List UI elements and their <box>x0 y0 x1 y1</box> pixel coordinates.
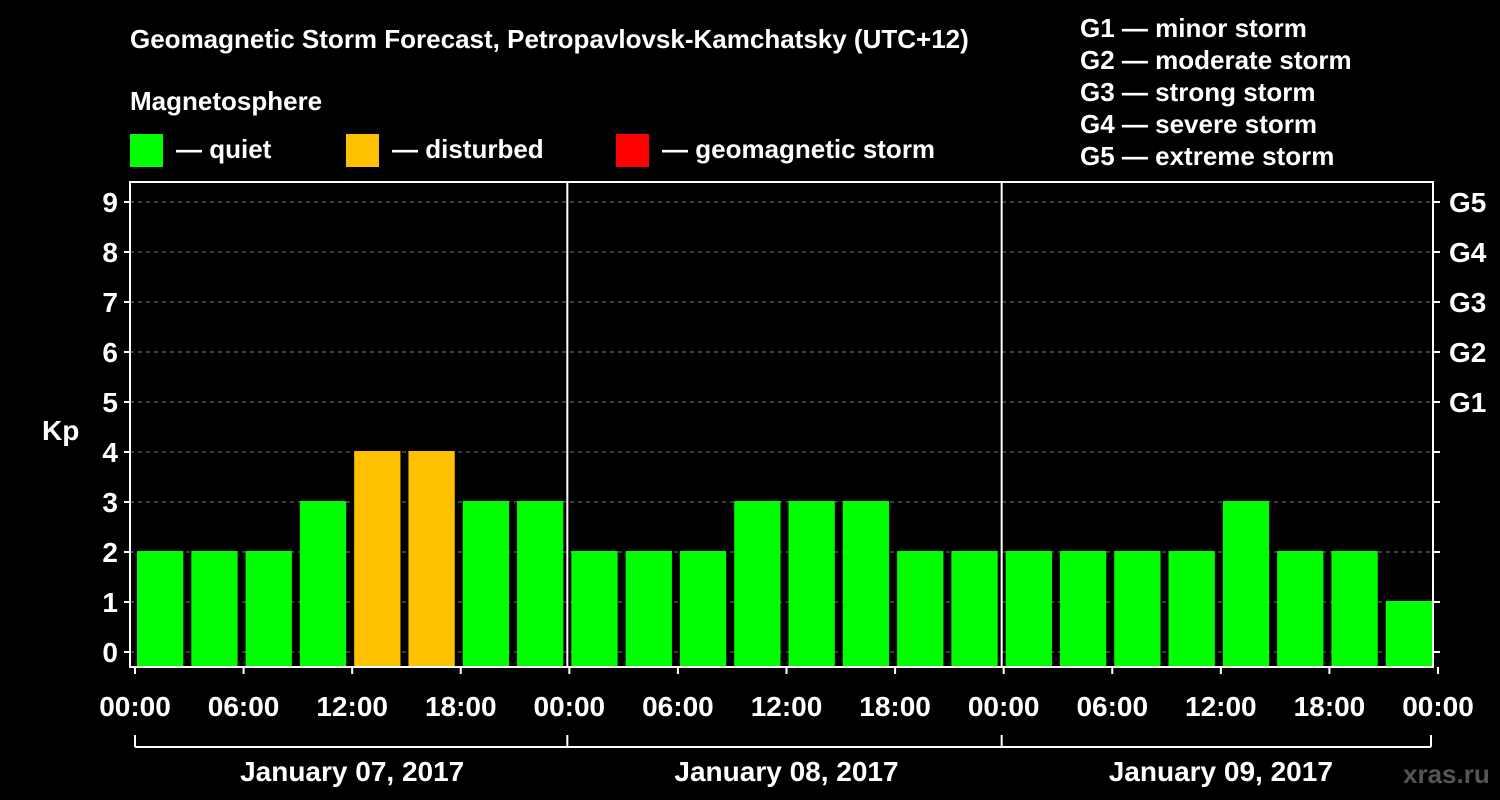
kp-bar <box>245 551 292 667</box>
legend: Magnetosphere — quiet — disturbed — geom… <box>130 86 935 167</box>
kp-bar <box>354 451 401 667</box>
y-tick-label: 5 <box>102 387 118 418</box>
kp-bar <box>679 551 727 667</box>
kp-bar <box>137 551 184 667</box>
g-scale-label: G3 <box>1449 287 1486 318</box>
day-label: January 07, 2017 <box>240 756 464 787</box>
legend-label-disturbed: — disturbed <box>392 134 544 164</box>
kp-bar <box>734 501 781 667</box>
kp-bar <box>191 551 238 667</box>
y-tick-label: 6 <box>102 337 118 368</box>
g-scale-label: G2 <box>1449 337 1486 368</box>
kp-bar <box>1277 551 1324 667</box>
kp-bar <box>951 551 998 667</box>
kp-bar <box>1005 551 1052 667</box>
kp-bar <box>1059 551 1107 667</box>
y-tick-label: 1 <box>102 587 118 618</box>
kp-bar <box>842 501 890 667</box>
kp-bar <box>1385 601 1432 667</box>
x-tick-label: 06:00 <box>1076 691 1148 722</box>
kp-bar <box>408 451 455 667</box>
x-tick-label: 18:00 <box>425 691 497 722</box>
y-tick-label: 8 <box>102 237 118 268</box>
legend-swatch-disturbed <box>346 134 379 167</box>
kp-bar <box>788 501 835 667</box>
plot-frame <box>129 181 1434 668</box>
y-tick-label: 0 <box>102 637 118 668</box>
legend-swatch-storm <box>616 134 649 167</box>
x-tick-label: 00:00 <box>99 691 171 722</box>
legend-label-quiet: — quiet <box>176 134 272 164</box>
y-tick-label: 3 <box>102 487 118 518</box>
x-tick-label: 06:00 <box>208 691 280 722</box>
x-tick-label: 12:00 <box>1185 691 1257 722</box>
day-label: January 08, 2017 <box>674 756 898 787</box>
day-label: January 09, 2017 <box>1109 756 1333 787</box>
watermark: xras.ru <box>1403 759 1490 789</box>
x-tick-label: 00:00 <box>1402 691 1474 722</box>
kp-bar <box>571 551 618 667</box>
kp-bar <box>897 551 944 667</box>
kp-bar <box>462 501 510 667</box>
x-tick-label: 18:00 <box>859 691 931 722</box>
legend-heading: Magnetosphere <box>130 86 322 116</box>
g-scale-label: G5 <box>1449 187 1486 218</box>
y-tick-label: 7 <box>102 287 118 318</box>
plot-area: 0 1 2 3 4 5 6 7 8 9 G1 G2 G3 G4 G5 00:00 06:00 12:00 18:00… <box>99 181 1487 787</box>
legend-swatch-quiet <box>130 134 163 167</box>
storm-scale-g3: G3 — strong storm <box>1080 77 1315 107</box>
kp-bar <box>1331 551 1378 667</box>
x-tick-label: 00:00 <box>968 691 1040 722</box>
kp-bar <box>299 501 347 667</box>
g-scale-label: G1 <box>1449 387 1486 418</box>
storm-scale-g4: G4 — severe storm <box>1080 109 1317 139</box>
x-tick-label: 18:00 <box>1294 691 1366 722</box>
g-scale-label: G4 <box>1449 237 1487 268</box>
kp-bar <box>1114 551 1161 667</box>
x-tick-label: 00:00 <box>534 691 606 722</box>
x-tick-label: 06:00 <box>642 691 714 722</box>
legend-label-storm: — geomagnetic storm <box>662 134 935 164</box>
storm-scale-legend: G1 — minor storm G2 — moderate storm G3 … <box>1080 13 1352 171</box>
chart-title: Geomagnetic Storm Forecast, Petropavlovs… <box>130 24 969 54</box>
kp-bar <box>1222 501 1270 667</box>
storm-scale-g1: G1 — minor storm <box>1080 13 1307 43</box>
storm-scale-g2: G2 — moderate storm <box>1080 45 1352 75</box>
y-axis-label: Kp <box>42 415 79 446</box>
y-tick-label: 4 <box>102 437 118 468</box>
x-tick-label: 12:00 <box>751 691 823 722</box>
storm-scale-g5: G5 — extreme storm <box>1080 141 1334 171</box>
y-tick-label: 9 <box>102 187 118 218</box>
kp-bar <box>517 501 564 667</box>
y-tick-label: 2 <box>102 537 118 568</box>
kp-bar <box>1168 551 1215 667</box>
x-tick-label: 12:00 <box>316 691 388 722</box>
kp-bar <box>625 551 672 667</box>
